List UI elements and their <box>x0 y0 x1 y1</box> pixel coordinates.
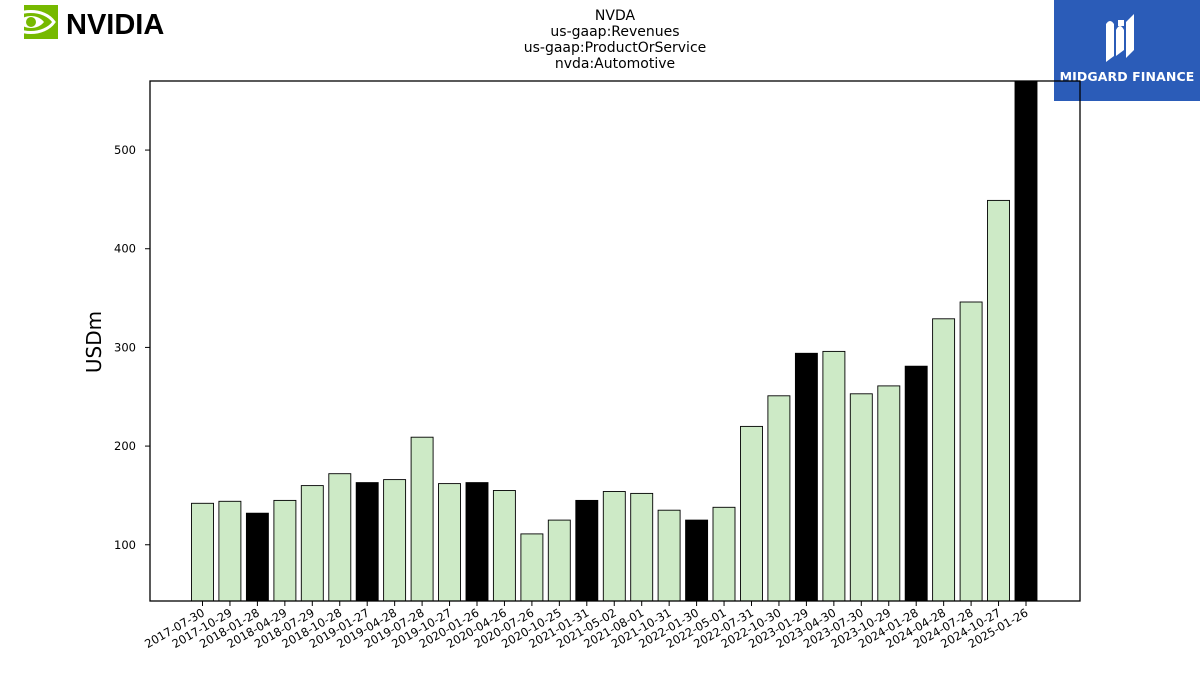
bar <box>657 509 681 602</box>
plot-frame <box>149 80 1081 602</box>
nvidia-wordmark: NVIDIA <box>66 9 164 41</box>
chart-title-line: us-gaap:ProductOrService <box>523 40 707 56</box>
y-tick-label: 400 <box>114 242 136 256</box>
bar <box>547 519 571 602</box>
bar <box>877 385 901 602</box>
bar <box>492 490 516 602</box>
bar <box>355 482 379 602</box>
chart-title-line: nvda:Automotive <box>554 56 676 72</box>
y-tick-label: 500 <box>114 143 136 157</box>
chart-title: NVDA us-gaap:Revenues us-gaap:ProductOrS… <box>415 8 815 72</box>
chart-title-line: NVDA <box>594 8 636 24</box>
bar <box>438 483 461 602</box>
y-tick-label: 300 <box>114 340 136 354</box>
bar <box>465 482 489 602</box>
bar <box>904 365 928 602</box>
nvidia-eye-pupil-icon <box>26 17 36 27</box>
bar <box>602 491 626 602</box>
bar <box>685 519 709 602</box>
bar <box>1014 80 1038 602</box>
bar <box>245 512 269 602</box>
bars-group <box>191 80 1038 602</box>
y-tick-label: 200 <box>114 439 136 453</box>
nvidia-eye-icon <box>4 10 56 34</box>
bar <box>273 499 297 602</box>
bar <box>191 502 214 602</box>
bar <box>822 350 846 602</box>
bar <box>767 395 791 602</box>
bar <box>300 485 324 602</box>
bar <box>959 301 983 602</box>
bar <box>712 506 736 602</box>
bar <box>849 393 873 602</box>
bar <box>218 500 242 602</box>
bar <box>932 318 956 602</box>
bar <box>794 352 818 602</box>
nvidia-logo: NVIDIA <box>4 5 164 41</box>
midgard-mark-icon <box>1106 14 1134 62</box>
bar <box>575 499 599 602</box>
bar <box>328 473 352 602</box>
bar <box>630 492 654 602</box>
x-axis: 2017-07-302017-10-292018-01-282018-04-29… <box>142 601 1031 651</box>
y-axis: 100 200 300 400 500 <box>114 143 150 552</box>
bar <box>410 436 434 602</box>
bar <box>740 425 763 602</box>
chart-title-line: us-gaap:Revenues <box>550 24 680 40</box>
bar <box>520 533 544 602</box>
midgard-finance-logo: MIDGARD FINANCE <box>1054 0 1200 101</box>
bar <box>383 479 407 602</box>
y-tick-label: 100 <box>114 538 136 552</box>
y-axis-label: USDm <box>82 311 106 373</box>
midgard-brand-name: MIDGARD FINANCE <box>1059 69 1195 84</box>
bar <box>987 199 1010 602</box>
